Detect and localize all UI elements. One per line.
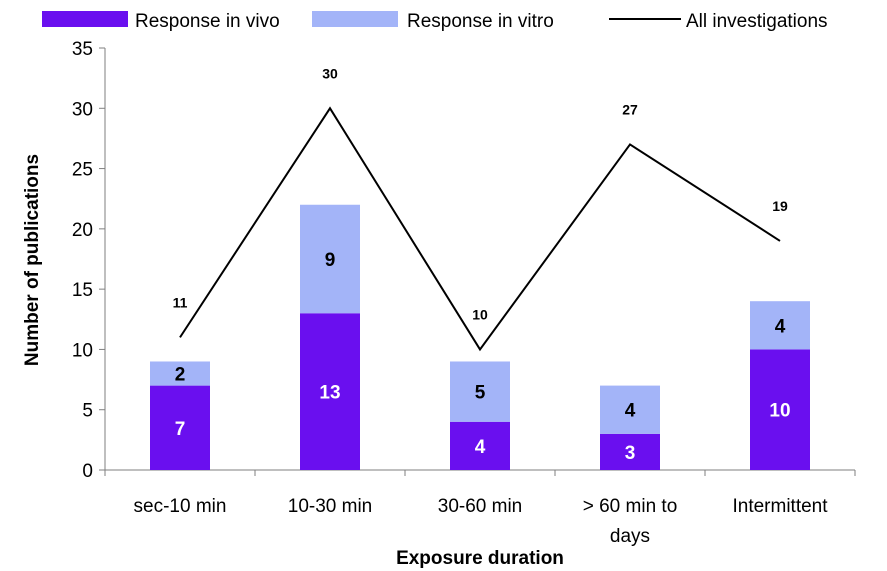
bar-in-vivo — [450, 421, 510, 470]
y-tick-label: 25 — [72, 160, 93, 181]
data-label-in-vitro: 4 — [775, 316, 786, 337]
data-label-in-vivo: 10 — [769, 401, 790, 422]
data-label-in-vivo: 4 — [475, 437, 486, 458]
data-label-in-vivo: 7 — [175, 419, 186, 440]
bar-in-vitro — [750, 301, 810, 350]
data-label-all-investigations: 19 — [772, 198, 788, 214]
data-label-all-investigations: 30 — [322, 65, 338, 81]
data-label-in-vitro: 4 — [625, 401, 636, 422]
y-axis-title: Number of publications — [22, 154, 43, 366]
x-tick-label: 30-60 min — [438, 496, 523, 517]
y-tick-label: 30 — [72, 99, 93, 120]
line-series: 11 30 10 27 19 — [173, 65, 788, 352]
y-axis: 0 5 10 15 20 25 30 35 — [72, 39, 106, 482]
x-tick-label: days — [610, 526, 650, 547]
y-tick-label: 35 — [72, 39, 93, 60]
bar-in-vitro — [150, 361, 210, 386]
data-label-in-vitro: 5 — [475, 383, 486, 404]
bar-in-vivo — [300, 313, 360, 470]
y-tick-label: 15 — [72, 280, 93, 301]
y-tick-label: 20 — [72, 220, 93, 241]
bar-in-vivo — [600, 433, 660, 470]
legend-swatch-in-vivo — [42, 11, 128, 27]
legend-label-in-vitro: Response in vitro — [407, 11, 554, 32]
legend-swatch-in-vitro — [312, 11, 398, 27]
bar-in-vitro — [300, 204, 360, 314]
data-label-in-vitro: 2 — [175, 365, 186, 386]
line-all-investigations — [179, 106, 781, 352]
x-tick-label: Intermittent — [732, 496, 828, 517]
data-label-in-vivo: 3 — [625, 443, 636, 464]
x-tick-label: > 60 min to — [583, 496, 678, 517]
y-tick-label: 5 — [82, 401, 93, 422]
data-label-all-investigations: 10 — [472, 306, 488, 322]
bar-in-vitro — [600, 385, 660, 434]
legend-label-all-investigations: All investigations — [686, 11, 828, 32]
bar-in-vivo — [150, 385, 210, 470]
data-label-in-vivo: 13 — [319, 383, 340, 404]
bars: 7 2 13 9 4 5 3 4 10 4 — [150, 204, 810, 470]
x-axis-title: Exposure duration — [396, 548, 564, 569]
data-label-in-vitro: 9 — [325, 250, 336, 271]
y-tick-label: 10 — [72, 340, 93, 361]
legend: Response in vivo Response in vitro All inv… — [42, 11, 828, 32]
y-tick-label: 0 — [82, 461, 93, 482]
data-label-all-investigations: 11 — [173, 294, 188, 310]
x-tick-label: sec-10 min — [134, 496, 227, 517]
bar-in-vivo — [750, 349, 810, 470]
data-label-all-investigations: 27 — [622, 101, 638, 117]
bar-in-vitro — [450, 361, 510, 422]
x-axis: sec-10 min 10-30 min 30-60 min > 60 min to d… — [104, 469, 856, 547]
x-tick-label: 10-30 min — [288, 496, 373, 517]
legend-label-in-vivo: Response in vivo — [135, 11, 280, 32]
